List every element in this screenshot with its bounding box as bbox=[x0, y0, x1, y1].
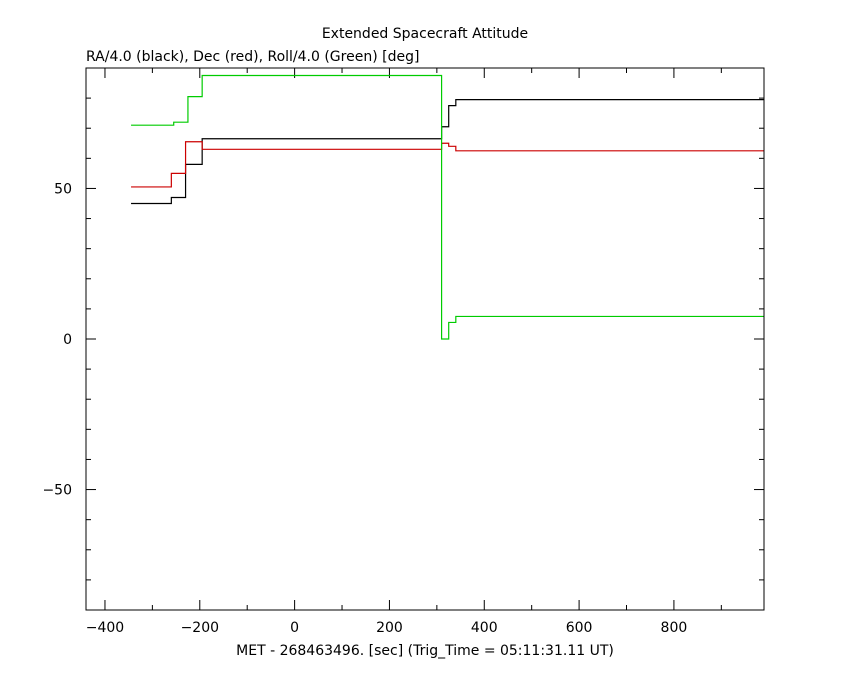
chart-title: Extended Spacecraft Attitude bbox=[322, 26, 528, 42]
x-tick-label: 200 bbox=[376, 620, 403, 636]
y-tick-label: 50 bbox=[54, 181, 72, 197]
x-tick-label: 400 bbox=[471, 620, 498, 636]
x-tick-label: −200 bbox=[181, 620, 219, 636]
series-line-2 bbox=[131, 74, 764, 340]
x-tick-label: 0 bbox=[290, 620, 299, 636]
x-tick-label: 800 bbox=[661, 620, 688, 636]
tick-marks bbox=[86, 67, 764, 611]
x-axis-label: MET - 268463496. [sec] (Trig_Time = 05:1… bbox=[236, 643, 614, 659]
series-lines bbox=[131, 74, 764, 340]
plot-frame bbox=[85, 67, 765, 611]
series-line-1 bbox=[131, 141, 764, 188]
y-tick-label: −50 bbox=[42, 483, 72, 499]
x-tick-label: 600 bbox=[566, 620, 593, 636]
chart-subtitle: RA/4.0 (black), Dec (red), Roll/4.0 (Gre… bbox=[86, 49, 419, 65]
x-tick-label: −400 bbox=[86, 620, 124, 636]
y-tick-label: 0 bbox=[63, 332, 72, 348]
tick-labels: −400 −200 0 200 400 600 800 −50 0 50 bbox=[42, 181, 687, 636]
series-line-0 bbox=[131, 99, 764, 205]
